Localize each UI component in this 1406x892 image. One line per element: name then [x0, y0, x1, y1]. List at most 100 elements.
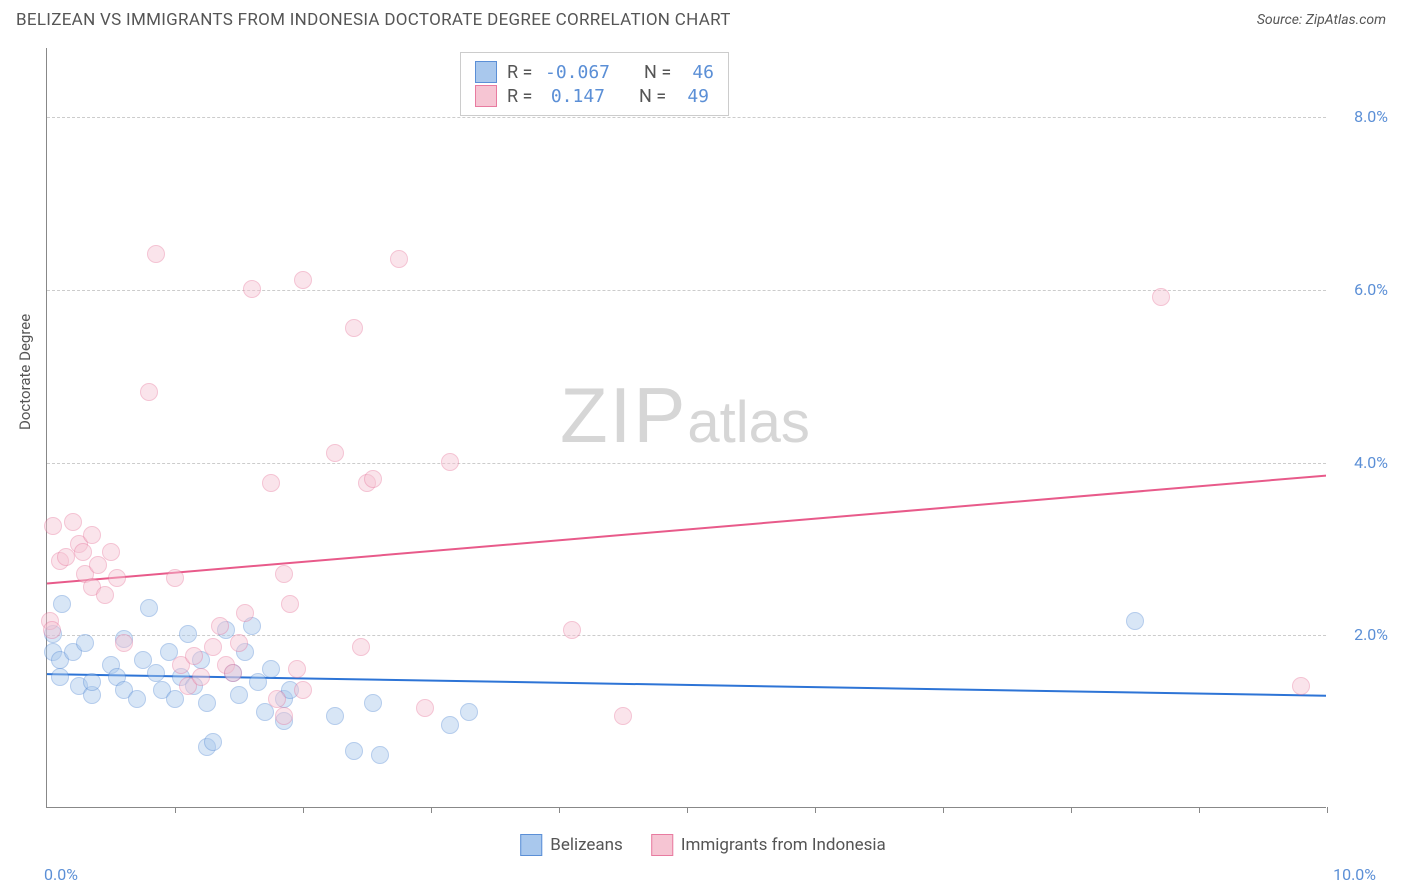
- legend-item: Immigrants from Indonesia: [651, 834, 886, 856]
- scatter-point: [326, 444, 344, 462]
- scatter-point: [352, 638, 370, 656]
- x-tick: [1327, 807, 1328, 813]
- scatter-chart: [46, 48, 1326, 808]
- stats-legend-box: R =-0.067N =46R =0.147N =49: [460, 52, 729, 116]
- scatter-point: [204, 733, 222, 751]
- scatter-point: [51, 668, 69, 686]
- gridline-h: [47, 117, 1326, 118]
- n-value: 49: [677, 86, 709, 107]
- y-axis-label: Doctorate Degree: [16, 314, 34, 430]
- scatter-point: [1292, 677, 1310, 695]
- legend-text: Belizeans: [550, 835, 623, 855]
- scatter-point: [140, 383, 158, 401]
- scatter-point: [83, 526, 101, 544]
- n-value: 46: [682, 62, 714, 83]
- scatter-point: [371, 746, 389, 764]
- scatter-point: [1126, 612, 1144, 630]
- scatter-point: [96, 586, 114, 604]
- legend-text: Immigrants from Indonesia: [681, 835, 886, 855]
- series-legend: Belizeans Immigrants from Indonesia: [520, 834, 886, 856]
- x-tick: [303, 807, 304, 813]
- scatter-point: [563, 621, 581, 639]
- scatter-point: [441, 716, 459, 734]
- r-value: -0.067: [545, 62, 610, 83]
- scatter-point: [281, 595, 299, 613]
- scatter-point: [224, 664, 242, 682]
- legend-swatch: [651, 834, 673, 856]
- scatter-point: [108, 569, 126, 587]
- scatter-point: [192, 668, 210, 686]
- x-tick: [687, 807, 688, 813]
- r-label: R =: [507, 86, 535, 107]
- scatter-point: [275, 707, 293, 725]
- scatter-point: [326, 707, 344, 725]
- source-attribution: Source: ZipAtlas.com: [1257, 12, 1386, 28]
- scatter-point: [76, 634, 94, 652]
- x-tick: [943, 807, 944, 813]
- scatter-point: [43, 621, 61, 639]
- scatter-point: [390, 250, 408, 268]
- scatter-point: [102, 543, 120, 561]
- legend-swatch: [475, 85, 497, 107]
- scatter-point: [345, 319, 363, 337]
- legend-swatch: [475, 61, 497, 83]
- gridline-h: [47, 463, 1326, 464]
- scatter-point: [460, 703, 478, 721]
- scatter-point: [1152, 288, 1170, 306]
- stats-row: R = -0.067 N = 46: [475, 61, 714, 83]
- scatter-point: [268, 690, 286, 708]
- y-tick-label: 8.0%: [1354, 107, 1388, 126]
- scatter-point: [140, 599, 158, 617]
- scatter-point: [614, 707, 632, 725]
- scatter-point: [204, 638, 222, 656]
- scatter-point: [185, 647, 203, 665]
- scatter-point: [83, 673, 101, 691]
- scatter-point: [115, 634, 133, 652]
- scatter-point: [179, 625, 197, 643]
- scatter-point: [262, 660, 280, 678]
- scatter-point: [53, 595, 71, 613]
- x-tick: [1199, 807, 1200, 813]
- scatter-point: [236, 604, 254, 622]
- gridline-h: [47, 290, 1326, 291]
- scatter-point: [364, 694, 382, 712]
- scatter-point: [230, 634, 248, 652]
- n-label: N =: [644, 62, 672, 83]
- scatter-point: [243, 280, 261, 298]
- scatter-point: [198, 694, 216, 712]
- y-tick-label: 6.0%: [1354, 280, 1388, 299]
- scatter-point: [416, 699, 434, 717]
- x-tick: [431, 807, 432, 813]
- n-label: N =: [639, 86, 667, 107]
- scatter-point: [441, 453, 459, 471]
- scatter-point: [294, 271, 312, 289]
- scatter-point: [275, 565, 293, 583]
- x-tick: [175, 807, 176, 813]
- scatter-point: [262, 474, 280, 492]
- x-tick: [559, 807, 560, 813]
- scatter-point: [147, 664, 165, 682]
- stats-row: R = 0.147 N = 49: [475, 85, 714, 107]
- scatter-point: [44, 517, 62, 535]
- y-tick-label: 2.0%: [1354, 625, 1388, 644]
- y-tick-label: 4.0%: [1354, 453, 1388, 472]
- scatter-point: [147, 245, 165, 263]
- x-axis-max-label: 10.0%: [1333, 865, 1376, 884]
- legend-swatch: [520, 834, 542, 856]
- scatter-point: [211, 617, 229, 635]
- scatter-point: [166, 569, 184, 587]
- legend-item: Belizeans: [520, 834, 623, 856]
- scatter-point: [74, 543, 92, 561]
- scatter-point: [345, 742, 363, 760]
- r-label: R =: [507, 62, 535, 83]
- scatter-point: [294, 681, 312, 699]
- x-tick: [1071, 807, 1072, 813]
- scatter-point: [230, 686, 248, 704]
- scatter-point: [364, 470, 382, 488]
- chart-title: BELIZEAN VS IMMIGRANTS FROM INDONESIA DO…: [16, 10, 731, 30]
- scatter-point: [288, 660, 306, 678]
- x-tick: [815, 807, 816, 813]
- x-axis-min-label: 0.0%: [44, 865, 78, 884]
- r-value: 0.147: [545, 86, 605, 107]
- scatter-point: [128, 690, 146, 708]
